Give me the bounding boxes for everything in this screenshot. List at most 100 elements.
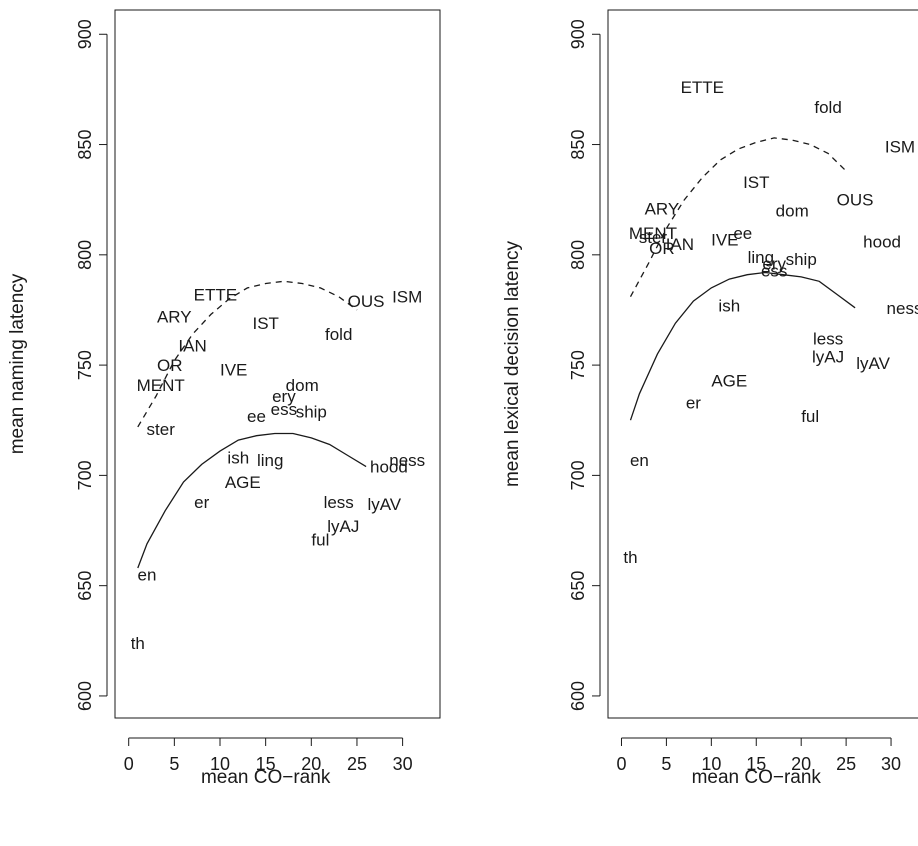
fitted-curves	[629, 137, 856, 421]
point-label: OUS	[837, 191, 874, 210]
plot-box	[607, 9, 918, 719]
point-label: less	[324, 493, 354, 512]
point-label: ship	[296, 402, 327, 421]
x-tick-label: 25	[836, 754, 856, 774]
y-tick-label: 800	[75, 240, 95, 270]
point-label: OR	[649, 239, 675, 258]
point-label: ETTE	[681, 78, 724, 97]
point-label: less	[813, 330, 843, 349]
x-tick-label: 0	[124, 754, 134, 774]
point-label: ess	[271, 400, 297, 419]
point-label: ness	[389, 451, 425, 470]
x-tick-label: 0	[616, 754, 626, 774]
point-label: dom	[776, 202, 809, 221]
point-label: ISM	[885, 138, 915, 157]
y-tick-label: 650	[75, 571, 95, 601]
point-label: er	[194, 493, 209, 512]
x-tick-label: 30	[881, 754, 901, 774]
point-label: AGE	[711, 372, 747, 391]
dashed-fit-curve	[629, 137, 847, 298]
x-axis: 0 5 10 15 20 25 30	[616, 737, 901, 774]
point-label: ery	[762, 255, 786, 274]
point-label: IVE	[220, 361, 247, 380]
solid-fit-curve	[629, 271, 856, 421]
x-axis: 0 5 10 15 20 25 30	[124, 737, 413, 774]
x-tick-label: 15	[256, 754, 276, 774]
point-label: ARY	[157, 308, 192, 327]
point-label: hood	[370, 458, 408, 477]
point-label: fold	[814, 98, 841, 117]
point-label: er	[686, 394, 701, 413]
fitted-curves	[137, 280, 367, 569]
point-label: OUS	[348, 292, 385, 311]
y-tick-label: 700	[75, 460, 95, 490]
point-label: th	[131, 634, 145, 653]
x-tick-label: 20	[791, 754, 811, 774]
point-label: ling	[748, 248, 774, 267]
point-label: IAN	[666, 235, 694, 254]
point-label: IAN	[178, 336, 206, 355]
x-tick-label: 10	[701, 754, 721, 774]
point-label: th	[623, 548, 637, 567]
point-label: ery	[272, 387, 296, 406]
point-label: dom	[286, 376, 319, 395]
point-label: en	[630, 451, 649, 470]
y-axis: 600 650 700 750 800 850 900	[568, 19, 601, 711]
y-axis: 600 650 700 750 800 850 900	[75, 19, 108, 711]
x-axis-label: mean CO−rank	[201, 767, 331, 788]
y-tick-label: 800	[568, 240, 588, 270]
x-tick-label: 20	[301, 754, 321, 774]
point-label: hood	[863, 233, 901, 252]
point-label: lyAJ	[327, 517, 359, 536]
point-label: OR	[157, 356, 183, 375]
y-tick-label: 650	[568, 571, 588, 601]
y-tick-label: 700	[568, 460, 588, 490]
point-label: IST	[252, 314, 278, 333]
point-label: lyAV	[856, 354, 890, 373]
point-label: IVE	[711, 230, 738, 249]
point-label: ARY	[645, 200, 680, 219]
y-tick-label: 900	[75, 19, 95, 49]
solid-fit-curve	[137, 432, 367, 569]
point-label: ETTE	[194, 286, 237, 305]
point-label: ee	[733, 224, 752, 243]
y-axis-label: mean naming latency	[7, 273, 28, 454]
point-label: ful	[801, 407, 819, 426]
x-tick-label: 5	[661, 754, 671, 774]
y-tick-label: 750	[568, 350, 588, 380]
y-tick-label: 750	[75, 350, 95, 380]
point-label: AGE	[225, 473, 261, 492]
y-tick-label: 600	[75, 681, 95, 711]
x-axis-label: mean CO−rank	[692, 767, 822, 788]
point-label: ful	[311, 530, 329, 549]
point-label: IST	[743, 173, 769, 192]
point-label: ISM	[392, 288, 422, 307]
point-label: MENT	[629, 224, 677, 243]
point-label: ness	[887, 299, 918, 318]
x-tick-label: 5	[169, 754, 179, 774]
y-tick-label: 850	[75, 130, 95, 160]
plot-box	[114, 9, 441, 719]
point-label: fold	[325, 325, 352, 344]
y-tick-label: 900	[568, 19, 588, 49]
x-tick-label: 15	[746, 754, 766, 774]
x-tick-label: 30	[393, 754, 413, 774]
point-label: ster	[147, 420, 176, 439]
point-label: lyAJ	[812, 347, 844, 366]
point-label: MENT	[137, 376, 185, 395]
y-tick-label: 850	[568, 130, 588, 160]
y-axis-label: mean lexical decision latency	[502, 240, 523, 487]
point-label: ship	[786, 250, 817, 269]
x-tick-label: 10	[210, 754, 230, 774]
point-label: ish	[718, 297, 740, 316]
y-tick-label: 600	[568, 681, 588, 711]
x-tick-label: 25	[347, 754, 367, 774]
point-label: ish	[227, 449, 249, 468]
point-label: lyAV	[367, 495, 401, 514]
point-label: ling	[257, 451, 283, 470]
